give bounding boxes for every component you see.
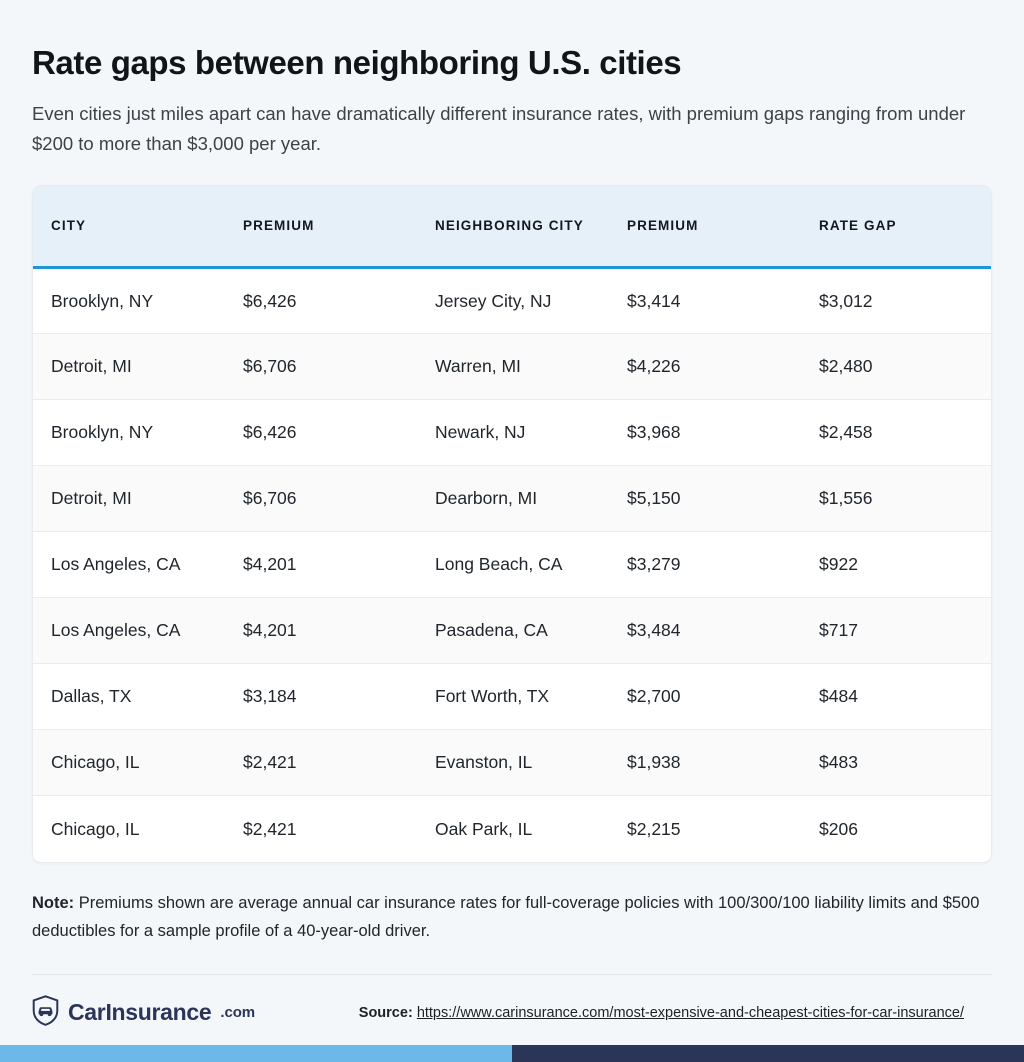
cell-neighbor-premium: $3,414 (609, 267, 801, 335)
footnote-text: Premiums shown are average annual car in… (32, 893, 980, 941)
cell-city: Los Angeles, CA (33, 531, 225, 599)
cell-rate-gap: $717 (801, 597, 991, 665)
cell-city: Detroit, MI (33, 465, 225, 533)
table-row: Chicago, IL $2,421 Oak Park, IL $2,215 $… (33, 795, 991, 862)
cell-rate-gap: $922 (801, 531, 991, 599)
cell-neighboring-city: Dearborn, MI (417, 465, 609, 533)
rates-table-card: CITY PREMIUM NEIGHBORING CITY PREMIUM RA… (32, 184, 992, 863)
cell-rate-gap: $484 (801, 663, 991, 731)
cell-neighboring-city: Oak Park, IL (435, 818, 533, 839)
cell-premium: $3,184 (225, 663, 417, 731)
cell-rate-gap: $2,458 (801, 399, 991, 467)
column-header-rate-gap: RATE GAP (801, 185, 991, 270)
page-subtitle: Even cities just miles apart can have dr… (32, 102, 966, 154)
cell-neighbor-premium: $3,968 (609, 399, 801, 467)
cell-neighboring-city: Pasadena, CA (417, 597, 609, 665)
table-row: Chicago, IL $2,421 Evanston, IL $1,938 $… (33, 729, 991, 797)
cell-neighboring-city: Evanston, IL (417, 729, 609, 797)
cell-neighbor-premium: $3,484 (609, 597, 801, 665)
cell-neighboring-city: Jersey City, NJ (417, 267, 609, 335)
accent-bar-light (0, 1045, 512, 1062)
cell-city: Los Angeles, CA (33, 597, 225, 665)
source-link[interactable]: https://www.carinsurance.com/most-expens… (416, 1004, 964, 1021)
cell-city: Chicago, IL (33, 729, 225, 797)
cell-premium: $2,421 (225, 729, 417, 797)
cell-rate-gap: $3,012 (801, 267, 991, 335)
cell-city: Chicago, IL (51, 818, 140, 839)
brand-logo[interactable]: CarInsurance .com (32, 994, 256, 1031)
cell-premium: $6,426 (225, 399, 417, 467)
table-body: Brooklyn, NY $6,426 Jersey City, NJ $3,4… (33, 267, 991, 862)
cell-neighbor-premium: $5,150 (609, 465, 801, 533)
table-row: Detroit, MI $6,706 Dearborn, MI $5,150 $… (33, 465, 991, 533)
table-row: Los Angeles, CA $4,201 Pasadena, CA $3,4… (33, 597, 991, 665)
cell-neighbor-premium: $2,215 (627, 818, 681, 839)
cell-neighboring-city: Fort Worth, TX (417, 663, 609, 731)
cell-premium: $2,421 (243, 818, 297, 839)
column-header-neighboring-city: NEIGHBORING CITY (417, 185, 609, 270)
table-row: Dallas, TX $3,184 Fort Worth, TX $2,700 … (33, 663, 991, 731)
cell-city: Detroit, MI (33, 333, 225, 401)
shield-car-icon (32, 994, 59, 1031)
cell-neighbor-premium: $2,700 (609, 663, 801, 731)
cell-city: Brooklyn, NY (33, 399, 225, 467)
page-title: Rate gaps between neighboring U.S. citie… (32, 44, 682, 81)
table-row: Brooklyn, NY $6,426 Jersey City, NJ $3,4… (33, 267, 991, 335)
cell-neighbor-premium: $1,938 (609, 729, 801, 797)
column-header-city: CITY (33, 185, 225, 270)
cell-premium: $4,201 (225, 531, 417, 599)
table-row: Los Angeles, CA $4,201 Long Beach, CA $3… (33, 531, 991, 599)
rates-table: CITY PREMIUM NEIGHBORING CITY PREMIUM RA… (33, 185, 991, 862)
column-header-neighbor-premium: PREMIUM (609, 185, 801, 270)
table-row: Brooklyn, NY $6,426 Newark, NJ $3,968 $2… (33, 399, 991, 467)
table-header: CITY PREMIUM NEIGHBORING CITY PREMIUM RA… (33, 185, 991, 270)
table-row: Detroit, MI $6,706 Warren, MI $4,226 $2,… (33, 333, 991, 401)
cell-premium: $6,706 (225, 333, 417, 401)
accent-bar-navy (512, 1045, 1024, 1062)
column-header-premium: PREMIUM (225, 185, 417, 270)
brand-name: CarInsurance (68, 999, 212, 1026)
footnote: Note: Premiums shown are average annual … (32, 889, 992, 946)
bottom-accent-bar (0, 1045, 1024, 1062)
footnote-label: Note: (32, 893, 75, 912)
cell-city: Dallas, TX (33, 663, 225, 731)
footer-divider (32, 973, 992, 975)
brand-tld: .com (220, 1004, 256, 1022)
cell-rate-gap: $483 (801, 729, 991, 797)
cell-rate-gap: $206 (819, 818, 858, 839)
source-label: Source: (358, 1004, 413, 1021)
source-attribution: Source: https://www.carinsurance.com/mos… (359, 1005, 992, 1021)
cell-neighboring-city: Long Beach, CA (417, 531, 609, 599)
footer: CarInsurance .com Source: https://www.car… (32, 994, 992, 1045)
cell-premium: $4,201 (225, 597, 417, 665)
cell-rate-gap: $2,480 (801, 333, 991, 401)
cell-premium: $6,706 (225, 465, 417, 533)
cell-city: Brooklyn, NY (33, 267, 225, 335)
cell-neighbor-premium: $4,226 (609, 333, 801, 401)
cell-rate-gap: $1,556 (801, 465, 991, 533)
cell-neighbor-premium: $3,279 (609, 531, 801, 599)
cell-premium: $6,426 (225, 267, 417, 335)
cell-neighboring-city: Newark, NJ (417, 399, 609, 467)
table-header-row: CITY PREMIUM NEIGHBORING CITY PREMIUM RA… (33, 185, 991, 270)
cell-neighboring-city: Warren, MI (417, 333, 609, 401)
